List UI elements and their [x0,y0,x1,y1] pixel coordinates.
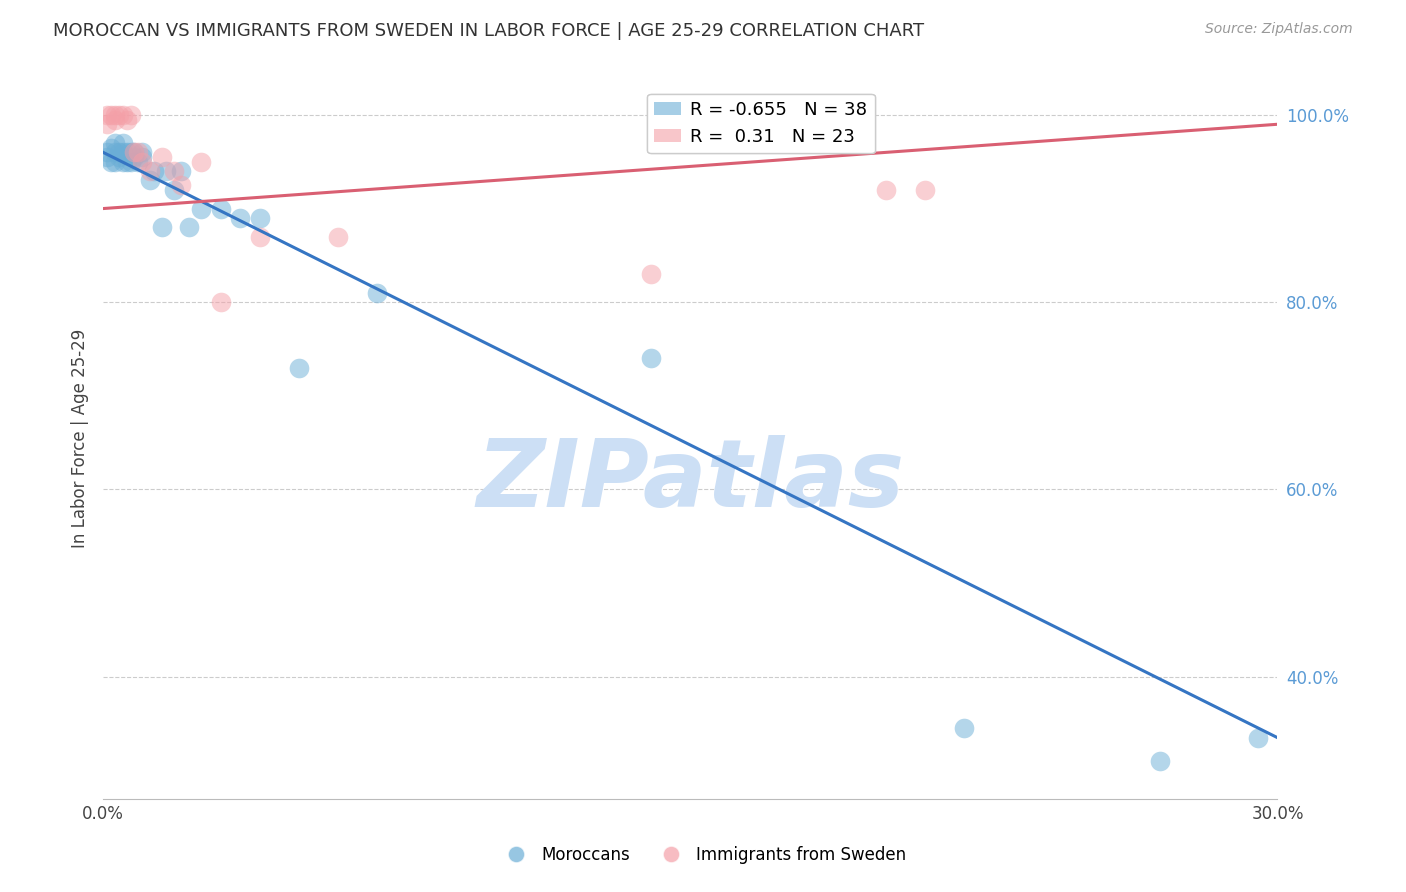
Point [124,150,146,164]
Point [209,295,232,310]
Point [107,150,129,164]
Point [139,173,162,187]
Point [104,112,127,127]
Point [111,136,134,150]
Point [120,154,142,169]
Point [115,145,138,160]
Point [104,136,127,150]
Point [150,150,173,164]
Point [124,145,146,160]
Point [249,211,271,225]
Point [914,183,936,197]
Point [115,154,138,169]
Point [111,145,134,160]
Point [139,164,162,178]
Point [1247,731,1270,745]
Point [170,178,193,193]
Point [111,154,134,169]
Point [96,145,118,160]
Point [96,150,118,164]
Point [249,229,271,244]
Point [96,108,118,122]
Point [120,108,142,122]
Point [127,154,149,169]
Point [107,108,129,122]
Legend: Moroccans, Immigrants from Sweden: Moroccans, Immigrants from Sweden [492,839,914,871]
Point [104,145,127,160]
Point [288,360,311,375]
Text: ZIPatlas: ZIPatlas [477,435,904,527]
Point [131,145,153,160]
Point [100,108,122,122]
Point [120,145,142,160]
Legend: R = -0.655   N = 38, R =  0.31   N = 23: R = -0.655 N = 38, R = 0.31 N = 23 [647,94,875,153]
Point [124,145,146,160]
Point [111,108,134,122]
Point [100,154,122,169]
Point [115,112,138,127]
Text: Source: ZipAtlas.com: Source: ZipAtlas.com [1205,22,1353,37]
Point [162,183,184,197]
Point [104,108,127,122]
Point [131,150,153,164]
Point [229,211,252,225]
Point [190,154,212,169]
Point [100,141,122,155]
Point [179,220,201,235]
Point [953,721,976,735]
Point [150,220,173,235]
Point [162,164,184,178]
Point [875,183,897,197]
Point [127,145,149,160]
Point [209,202,232,216]
Point [96,117,118,131]
Point [640,267,662,281]
Point [640,351,662,366]
Point [143,164,166,178]
Y-axis label: In Labor Force | Age 25-29: In Labor Force | Age 25-29 [72,328,89,548]
Point [366,285,388,300]
Point [131,154,153,169]
Point [326,229,349,244]
Point [1149,754,1171,768]
Point [170,164,193,178]
Point [155,164,177,178]
Point [107,145,129,160]
Point [104,154,127,169]
Point [190,202,212,216]
Text: MOROCCAN VS IMMIGRANTS FROM SWEDEN IN LABOR FORCE | AGE 25-29 CORRELATION CHART: MOROCCAN VS IMMIGRANTS FROM SWEDEN IN LA… [53,22,925,40]
